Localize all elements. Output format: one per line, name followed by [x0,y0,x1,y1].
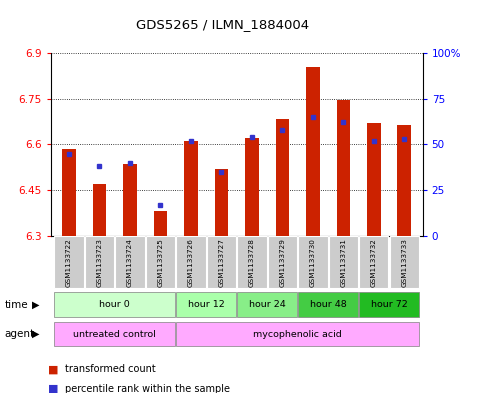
Bar [55,236,84,288]
Bar [55,292,175,317]
Bar [146,236,175,288]
Bar [85,236,114,288]
Bar [398,125,411,236]
Text: hour 12: hour 12 [188,300,225,309]
Text: GSM1133726: GSM1133726 [188,238,194,287]
Text: GSM1133722: GSM1133722 [66,238,72,287]
Text: hour 24: hour 24 [249,300,285,309]
Bar [154,211,167,236]
Bar [123,164,137,236]
Text: GSM1133729: GSM1133729 [279,238,285,287]
Text: untreated control: untreated control [73,330,156,338]
Text: GSM1133730: GSM1133730 [310,238,316,287]
Text: GSM1133723: GSM1133723 [97,238,102,287]
Bar [214,169,228,236]
Bar [93,184,106,236]
Bar [359,236,388,288]
Text: time: time [5,299,28,310]
Bar [55,321,175,347]
Text: GSM1133725: GSM1133725 [157,238,163,287]
Text: GSM1133727: GSM1133727 [218,238,225,287]
Text: GSM1133733: GSM1133733 [401,238,407,287]
Bar [115,236,144,288]
Text: ▶: ▶ [32,299,40,310]
Bar [390,236,419,288]
Bar [207,236,236,288]
Text: percentile rank within the sample: percentile rank within the sample [65,384,230,393]
Text: GSM1133724: GSM1133724 [127,238,133,287]
Text: GSM1133732: GSM1133732 [371,238,377,287]
Text: GSM1133731: GSM1133731 [341,238,346,287]
Bar [275,119,289,236]
Text: hour 0: hour 0 [99,300,130,309]
Bar [359,292,419,317]
Bar [329,236,358,288]
Bar [176,321,419,347]
Bar [298,292,358,317]
Text: ▶: ▶ [32,329,40,339]
Text: ■: ■ [48,384,59,393]
Bar [237,292,297,317]
Text: GDS5265 / ILMN_1884004: GDS5265 / ILMN_1884004 [136,18,309,31]
Text: GSM1133728: GSM1133728 [249,238,255,287]
Bar [306,67,320,236]
Bar [268,236,297,288]
Text: transformed count: transformed count [65,364,156,375]
Text: agent: agent [5,329,35,339]
Bar [245,138,259,236]
Text: mycophenolic acid: mycophenolic acid [253,330,342,338]
Text: ■: ■ [48,364,59,375]
Bar [367,123,381,236]
Bar [176,292,236,317]
Bar [184,141,198,236]
Text: hour 72: hour 72 [371,300,408,309]
Bar [176,236,206,288]
Bar [237,236,267,288]
Bar [298,236,327,288]
Bar [337,100,350,236]
Bar [62,149,76,236]
Text: hour 48: hour 48 [310,300,346,309]
